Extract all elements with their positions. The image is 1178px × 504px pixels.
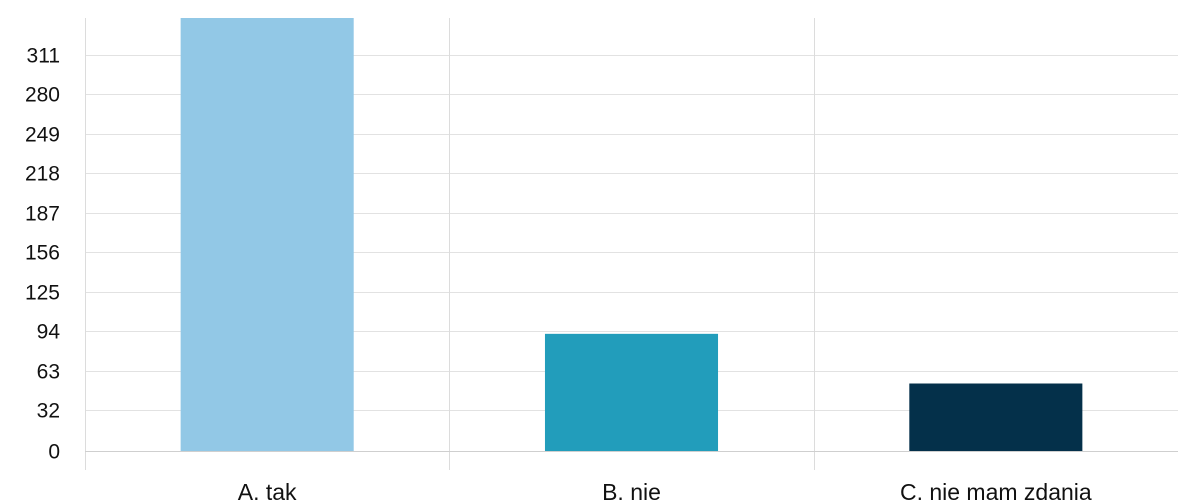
y-tick-label: 311 [27,45,60,68]
x-axis-category-labels: A. tak B. nie C. nie mam zdania [238,479,1092,504]
x-category-label: A. tak [238,479,297,504]
y-tick-label: 187 [25,203,60,226]
y-tick-label: 94 [37,321,61,344]
y-tick-label: 280 [25,84,60,107]
bar [180,18,354,451]
y-tick-label: 218 [25,163,60,186]
y-tick-label: 32 [37,400,60,423]
y-tick-label: 125 [25,282,60,305]
y-tick-label: 156 [25,242,60,265]
x-category-label: B. nie [602,479,661,504]
bar [909,383,1083,451]
vertical-gridlines [85,18,815,470]
y-tick-label: 63 [37,361,60,384]
bar [544,333,719,451]
x-category-label: C. nie mam zdania [900,479,1092,504]
y-axis-tick-labels: 0 32 63 94 125 156 187 218 249 280 311 [25,45,60,464]
y-tick-label: 0 [48,441,60,464]
y-tick-label: 249 [25,124,60,147]
bars [180,18,1083,451]
